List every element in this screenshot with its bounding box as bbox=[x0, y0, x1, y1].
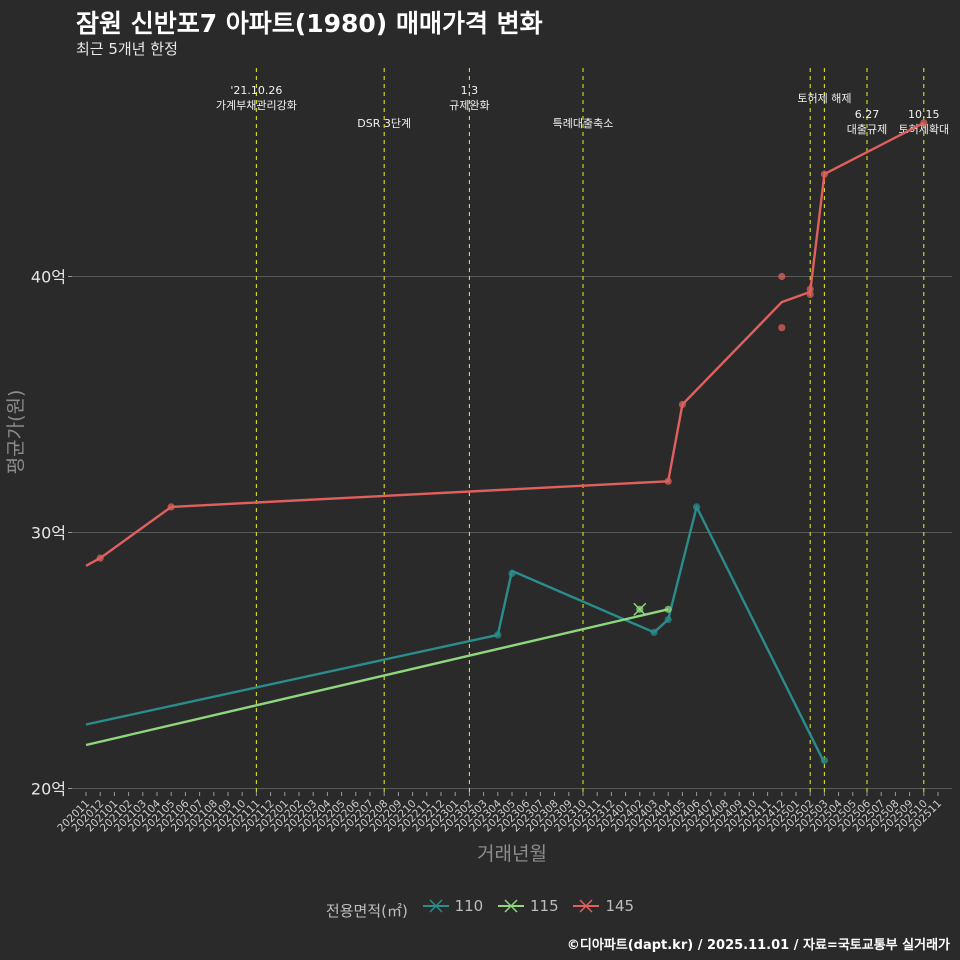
legend-title: 전용면적(㎡) bbox=[325, 902, 408, 920]
data-point-115 bbox=[664, 605, 672, 613]
x-axis-title: 거래년월 bbox=[477, 843, 547, 865]
legend-item-110: 110 bbox=[422, 896, 484, 916]
cross-marker-115 bbox=[633, 602, 647, 616]
series-line-115 bbox=[85, 608, 669, 747]
data-point-110 bbox=[650, 628, 658, 636]
legend-key-110 bbox=[422, 899, 449, 913]
data-point-145 bbox=[778, 324, 786, 332]
legend-label-115: 115 bbox=[530, 897, 559, 915]
legend-label-110: 110 bbox=[454, 897, 484, 915]
chart-title: 잠원 신반포7 아파트(1980) 매매가격 변화 bbox=[76, 9, 543, 38]
y-tick-label: 30억 bbox=[31, 524, 66, 543]
series-line-145 bbox=[85, 121, 925, 567]
legend-key-145 bbox=[573, 899, 600, 913]
data-point-145 bbox=[778, 272, 786, 281]
y-tick-label: 40억 bbox=[31, 268, 66, 287]
legend-item-115: 115 bbox=[498, 896, 559, 916]
series-line-110 bbox=[85, 505, 826, 764]
data-point-145 bbox=[167, 503, 175, 511]
data-point-145 bbox=[664, 477, 672, 485]
event-label: 가계부채관리강화 bbox=[216, 99, 297, 112]
legend-label-145: 145 bbox=[605, 897, 635, 915]
legend: 전용면적(㎡) 110 115 145 bbox=[0, 896, 960, 921]
data-point-145 bbox=[96, 554, 104, 562]
chart-subtitle: 최근 5개년 한정 bbox=[76, 40, 178, 58]
legend-item-145: 145 bbox=[573, 896, 634, 916]
data-point-145 bbox=[820, 170, 829, 178]
event-label: 1.3 bbox=[461, 84, 479, 97]
y-tick-label: 20억 bbox=[31, 780, 66, 799]
y-axis-title: 평균가(원) bbox=[5, 390, 27, 475]
data-point-145 bbox=[806, 285, 814, 293]
event-label: 6.27 bbox=[855, 108, 880, 121]
data-point-110 bbox=[820, 756, 829, 764]
data-point-110 bbox=[664, 615, 672, 624]
event-label: 대출규제 bbox=[847, 123, 887, 136]
event-label: 특례대출축소 bbox=[553, 117, 614, 130]
source-caption: ©디아파트(dapt.kr) / 2025.11.01 / 자료=국토교통부 실… bbox=[566, 938, 950, 953]
event-label: DSR 3단계 bbox=[357, 117, 411, 130]
data-point-145 bbox=[678, 400, 687, 409]
event-label: '21.10.26 bbox=[230, 84, 282, 97]
data-point-110 bbox=[494, 631, 502, 639]
event-label: 토허제 해제 bbox=[797, 91, 851, 105]
data-point-145 bbox=[920, 119, 928, 127]
data-point-110 bbox=[508, 569, 516, 578]
data-point-110 bbox=[693, 503, 701, 511]
event-label: 규제완화 bbox=[449, 99, 489, 112]
event-label: 10.15 bbox=[908, 108, 940, 121]
legend-key-115 bbox=[498, 899, 525, 913]
event-label: 토허제확대 bbox=[898, 123, 949, 136]
data-point-145 bbox=[806, 290, 814, 299]
